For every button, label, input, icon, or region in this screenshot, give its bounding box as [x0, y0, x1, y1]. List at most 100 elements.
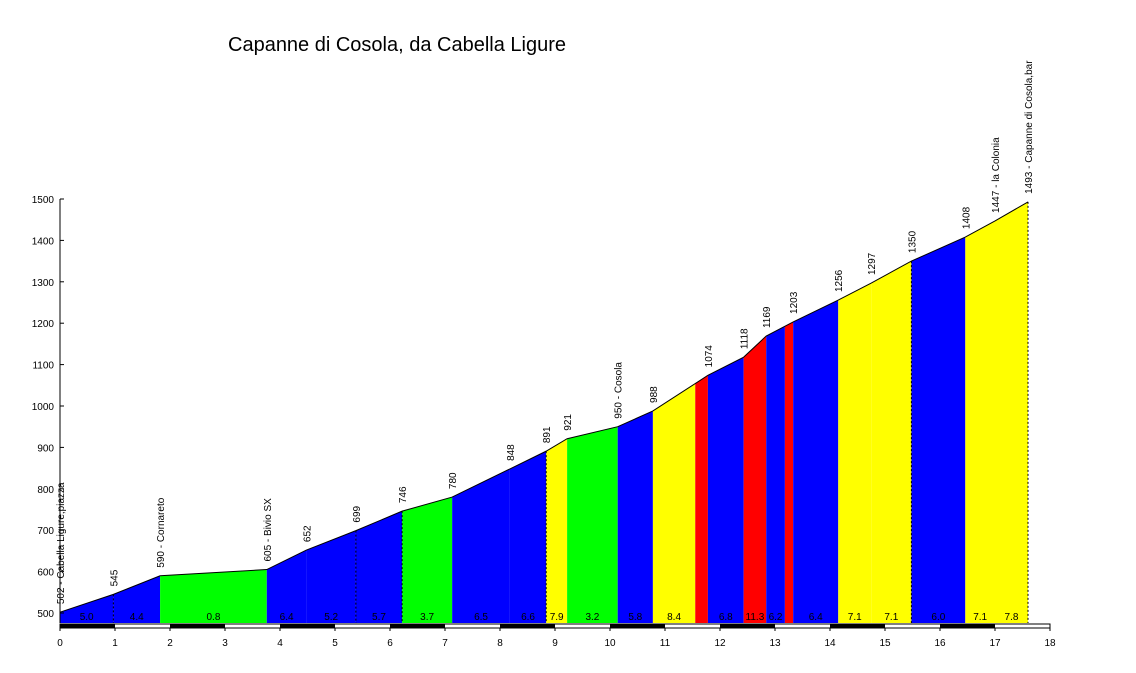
- x-tick-label: 1: [112, 638, 118, 649]
- y-tick-label: 700: [37, 526, 54, 537]
- y-tick-label: 800: [37, 485, 54, 496]
- x-tick-label: 15: [879, 638, 891, 649]
- segment-green: [402, 497, 453, 623]
- elevation-label: 1350: [907, 230, 918, 253]
- km-bar-block: [830, 624, 885, 628]
- segment-blue: [355, 511, 403, 623]
- elevation-label: 1493 - Capanne di Cosola,bar: [1024, 60, 1035, 194]
- segment-green: [567, 426, 618, 623]
- km-bar-block: [280, 624, 335, 628]
- y-tick-label: 1000: [32, 402, 55, 413]
- elevation-label: 950 - Cosola: [614, 362, 625, 419]
- elevation-label: 699: [352, 505, 363, 522]
- y-tick-label: 600: [37, 568, 54, 579]
- segment-yellow: [652, 383, 696, 623]
- grade-label: 5.0: [80, 612, 94, 623]
- elevation-label: 1447 - la Colonia: [991, 137, 1002, 213]
- x-tick-label: 11: [660, 638, 671, 649]
- grade-segments: [60, 201, 1028, 623]
- grade-label: 7.1: [848, 612, 862, 623]
- y-tick-label: 1500: [32, 195, 55, 206]
- x-tick-label: 7: [442, 638, 448, 649]
- grade-label: 6.4: [809, 612, 823, 623]
- x-tick-label: 5: [332, 638, 338, 649]
- grade-label: 7.1: [973, 612, 987, 623]
- grade-label: 5.2: [324, 612, 338, 623]
- x-tick-label: 3: [222, 638, 228, 649]
- x-tick-label: 10: [604, 638, 616, 649]
- elevation-label: 921: [563, 414, 574, 431]
- elevation-label: 1203: [789, 291, 800, 314]
- grade-label: 5.8: [628, 612, 642, 623]
- elevation-label: 1074: [704, 345, 715, 368]
- elevation-label: 502 - Cabella Ligure,piazza: [56, 482, 67, 604]
- km-bar-block: [60, 624, 115, 628]
- km-scale-bar: [59, 623, 1051, 629]
- grade-label: 7.8: [1005, 612, 1019, 623]
- chart-title: Capanne di Cosola, da Cabella Ligure: [228, 34, 567, 56]
- x-tick-label: 18: [1044, 638, 1056, 649]
- elevation-label: 988: [649, 386, 660, 403]
- segment-yellow: [546, 438, 568, 623]
- segment-blue: [266, 550, 307, 623]
- segment-blue: [766, 326, 785, 623]
- grade-label: 7.1: [884, 612, 898, 623]
- x-tick-label: 9: [552, 638, 558, 649]
- y-tick-label: 1300: [32, 278, 55, 289]
- elevation-label: 1169: [762, 306, 773, 328]
- elevation-label: 1118: [740, 328, 751, 349]
- segment-yellow: [995, 201, 1028, 623]
- segment-dividers: [112, 201, 1029, 623]
- segment-blue: [707, 357, 744, 623]
- km-bar-block: [170, 624, 225, 628]
- segment-yellow: [838, 283, 872, 623]
- elevation-label: 652: [302, 525, 313, 542]
- x-tick-label: 16: [934, 638, 946, 649]
- segment-blue: [452, 468, 510, 623]
- elevation-label: 545: [109, 569, 120, 586]
- x-tick-label: 14: [824, 638, 836, 649]
- x-axis: 0 1 2 3 4 5 6 7 8 9 10 11 12 13 14 15 16 17 18: [57, 628, 1056, 649]
- grade-label: 8.4: [667, 612, 681, 623]
- y-axis: 500 600 700 800 900 1000 1100 1200 1300 1400 1500: [32, 195, 64, 623]
- km-bar-block: [500, 624, 555, 628]
- segment-blue: [509, 451, 547, 623]
- km-bar-block: [940, 624, 995, 628]
- segment-blue: [306, 530, 356, 623]
- segment-red: [695, 375, 708, 623]
- km-bar-block: [390, 624, 445, 628]
- segment-red: [743, 336, 767, 623]
- x-tick-label: 13: [769, 638, 781, 649]
- grade-labels: 5.0 4.4 0.8 6.4 5.2 5.7 3.7 6.5 6.6 7.9 3.2 5.8 8.4 6…: [80, 612, 1019, 623]
- y-tick-label: 900: [37, 443, 54, 454]
- grade-label: 3.2: [585, 612, 599, 623]
- elevation-label: 1297: [867, 252, 878, 275]
- grade-label: 4.4: [130, 612, 144, 623]
- profile-line: [59, 201, 1029, 613]
- km-bar-block: [720, 624, 775, 628]
- elevation-label: 848: [506, 444, 517, 461]
- x-tick-label: 12: [714, 638, 726, 649]
- km-bar-block: [610, 624, 665, 628]
- x-tick-label: 17: [989, 638, 1001, 649]
- grade-label: 3.7: [420, 612, 434, 623]
- segment-blue: [60, 594, 114, 623]
- y-tick-label: 1200: [32, 319, 55, 330]
- x-tick-label: 6: [387, 638, 393, 649]
- y-tick-label: 1100: [32, 361, 54, 372]
- segment-blue: [113, 575, 161, 623]
- x-tick-label: 0: [57, 638, 63, 649]
- y-tick-label: 500: [37, 609, 54, 620]
- segment-yellow: [871, 261, 912, 623]
- elevation-label: 605 - Bivio SX: [263, 498, 274, 562]
- grade-label: 6.8: [719, 612, 733, 623]
- x-tick-label: 2: [167, 638, 173, 649]
- segment-red: [784, 321, 794, 623]
- segment-yellow: [965, 220, 995, 623]
- x-tick-label: 4: [277, 638, 283, 649]
- elevation-label: 1408: [961, 206, 972, 229]
- elevation-labels: 502 - Cabella Ligure,piazza 545 590 - Corn…: [56, 60, 1035, 604]
- grade-label: 11.3: [746, 612, 765, 623]
- grade-label: 6.2: [769, 612, 783, 623]
